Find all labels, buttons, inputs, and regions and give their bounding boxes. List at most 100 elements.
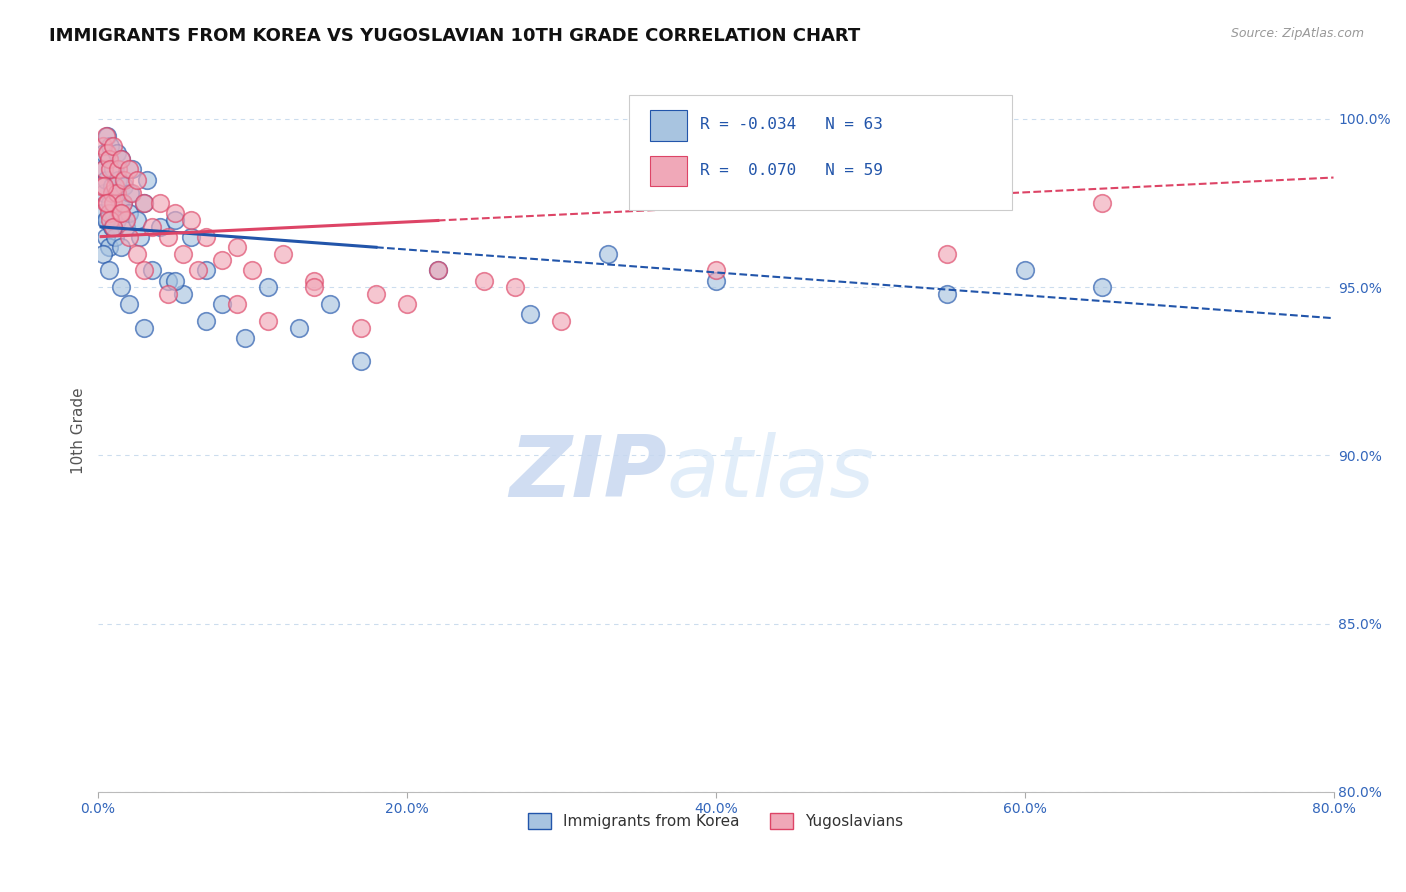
Point (110, 240, 132, 254)
Point (103, 196, 125, 211)
Point (96, 128, 118, 143)
Point (165, 206, 187, 220)
Point (118, 206, 141, 220)
Point (93, 179, 115, 194)
Point (156, 273, 179, 287)
Point (101, 219, 124, 234)
Point (96, 196, 118, 211)
Point (195, 314, 218, 328)
Point (105, 145, 128, 160)
Point (134, 263, 156, 277)
Legend: Immigrants from Korea, Yugoslavians: Immigrants from Korea, Yugoslavians (522, 806, 910, 835)
Point (101, 179, 124, 194)
Point (128, 229, 150, 244)
Point (93, 186, 115, 200)
Point (134, 320, 156, 334)
Point (596, 246, 619, 260)
Text: R =  0.070   N = 59: R = 0.070 N = 59 (700, 163, 883, 178)
Point (304, 280, 326, 294)
Point (112, 172, 135, 186)
Point (426, 263, 449, 277)
Point (90, 206, 112, 220)
Point (97, 240, 120, 254)
Point (103, 219, 125, 234)
Point (120, 186, 142, 200)
Point (97, 206, 120, 220)
Point (136, 172, 159, 186)
Point (110, 280, 132, 294)
Bar (651, 156, 688, 186)
Point (115, 213, 138, 227)
Point (211, 297, 233, 311)
Point (118, 229, 141, 244)
Point (1014, 263, 1036, 277)
Point (349, 320, 371, 334)
Point (936, 287, 959, 301)
Point (103, 219, 125, 234)
Point (172, 246, 194, 260)
Point (100, 213, 122, 227)
Point (180, 229, 202, 244)
Point (149, 219, 172, 234)
Point (105, 213, 128, 227)
Point (195, 229, 218, 244)
Point (318, 297, 340, 311)
Point (91, 162, 114, 177)
Point (103, 139, 125, 153)
Text: Source: ZipAtlas.com: Source: ZipAtlas.com (1230, 27, 1364, 40)
Point (94, 196, 117, 211)
Point (134, 196, 156, 211)
Point (226, 297, 249, 311)
Point (426, 263, 449, 277)
Point (226, 240, 249, 254)
Point (1091, 196, 1114, 211)
Point (97, 263, 120, 277)
Point (165, 273, 187, 287)
Point (125, 213, 148, 227)
Point (550, 314, 572, 328)
Point (233, 331, 256, 345)
Point (93, 145, 115, 160)
Point (172, 287, 194, 301)
Point (100, 196, 122, 211)
Point (195, 263, 218, 277)
Point (96, 145, 118, 160)
Point (96, 213, 118, 227)
Point (156, 287, 179, 301)
Point (118, 297, 141, 311)
Point (105, 186, 128, 200)
Point (115, 219, 138, 234)
Point (108, 206, 131, 220)
Point (472, 273, 495, 287)
Point (107, 172, 129, 186)
Point (110, 153, 132, 167)
Point (288, 320, 311, 334)
Point (141, 219, 163, 234)
Point (121, 162, 143, 177)
Text: IMMIGRANTS FROM KOREA VS YUGOSLAVIAN 10TH GRADE CORRELATION CHART: IMMIGRANTS FROM KOREA VS YUGOSLAVIAN 10T… (49, 27, 860, 45)
Point (118, 162, 141, 177)
Bar (651, 111, 688, 141)
Point (1091, 280, 1114, 294)
Point (257, 280, 280, 294)
Point (103, 162, 125, 177)
Point (104, 179, 127, 194)
Y-axis label: 10th Grade: 10th Grade (72, 387, 86, 474)
Point (100, 162, 122, 177)
Point (111, 196, 134, 211)
Point (149, 196, 172, 211)
Point (121, 186, 143, 200)
Point (91, 139, 114, 153)
Point (107, 162, 129, 177)
Point (156, 229, 179, 244)
Point (94, 128, 117, 143)
Point (257, 314, 280, 328)
Point (364, 287, 387, 301)
Point (304, 273, 326, 287)
Text: ZIP: ZIP (509, 432, 666, 516)
Point (125, 246, 148, 260)
Point (936, 246, 959, 260)
Point (180, 213, 202, 227)
Point (94, 213, 117, 227)
Point (110, 153, 132, 167)
